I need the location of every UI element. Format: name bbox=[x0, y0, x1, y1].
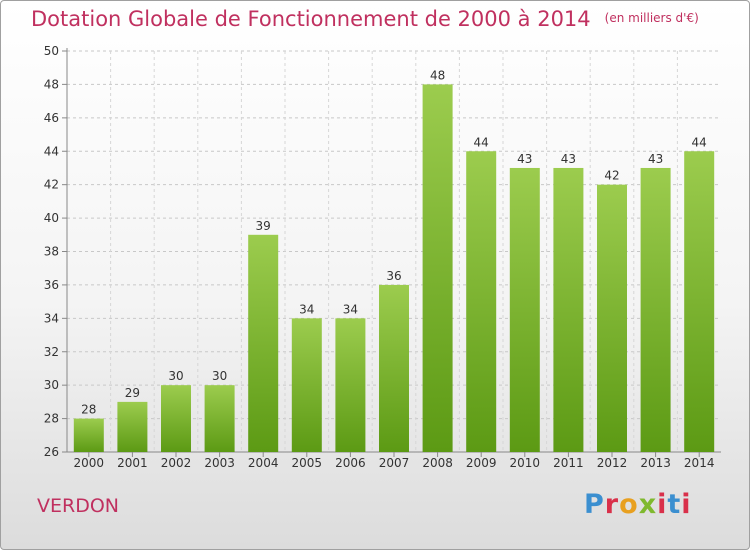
bar-value-label: 44 bbox=[692, 135, 707, 149]
x-tick-label: 2013 bbox=[640, 456, 671, 470]
bar-value-label: 34 bbox=[343, 302, 358, 316]
bars bbox=[73, 84, 715, 453]
x-tick-label: 2014 bbox=[684, 456, 715, 470]
bar-value-label: 34 bbox=[299, 302, 314, 316]
y-tick-label: 30 bbox=[44, 378, 59, 392]
bar-value-label: 43 bbox=[648, 152, 663, 166]
bar bbox=[640, 167, 671, 453]
bar bbox=[73, 418, 104, 452]
bar-value-label: 44 bbox=[474, 135, 489, 149]
bar bbox=[248, 234, 279, 452]
bar-value-label: 42 bbox=[604, 169, 619, 183]
y-tick-label: 32 bbox=[44, 345, 59, 359]
bar-value-label: 28 bbox=[81, 403, 96, 417]
chart-unit: (en milliers d'€) bbox=[604, 11, 699, 25]
y-tick-label: 44 bbox=[44, 144, 59, 158]
chart-title: Dotation Globale de Fonctionnement de 20… bbox=[31, 7, 699, 31]
bar-value-label: 30 bbox=[212, 369, 227, 383]
bar-value-label: 48 bbox=[430, 68, 445, 82]
bar bbox=[117, 401, 148, 452]
bar-value-label: 29 bbox=[125, 386, 140, 400]
bar-value-label: 43 bbox=[561, 152, 576, 166]
x-tick-label: 2012 bbox=[597, 456, 628, 470]
labels: 28 2000 29 2001 30 2002 30 2003 39 2004 34 2005 34 20… bbox=[74, 68, 715, 470]
bar bbox=[204, 385, 235, 452]
y-tick-label: 46 bbox=[44, 111, 59, 125]
x-tick-label: 2008 bbox=[422, 456, 453, 470]
bar bbox=[291, 318, 322, 452]
bar-value-label: 43 bbox=[517, 152, 532, 166]
y-tick-label: 28 bbox=[44, 412, 59, 426]
bar bbox=[422, 84, 453, 453]
bar bbox=[684, 151, 715, 452]
bar-value-label: 36 bbox=[386, 269, 401, 283]
y-tick-label: 48 bbox=[44, 77, 59, 91]
y-tick-label: 34 bbox=[44, 311, 59, 325]
x-tick-label: 2003 bbox=[204, 456, 235, 470]
x-tick-label: 2000 bbox=[74, 456, 105, 470]
x-tick-label: 2004 bbox=[248, 456, 279, 470]
x-tick-label: 2009 bbox=[466, 456, 497, 470]
bar bbox=[466, 151, 497, 452]
y-tick-label: 50 bbox=[44, 44, 59, 58]
commune-name: VERDON bbox=[37, 495, 120, 517]
x-tick-label: 2002 bbox=[161, 456, 192, 470]
x-tick-label: 2001 bbox=[117, 456, 148, 470]
x-tick-label: 2007 bbox=[379, 456, 410, 470]
y-tick-label: 40 bbox=[44, 211, 59, 225]
x-tick-label: 2006 bbox=[335, 456, 366, 470]
chart-title-text: Dotation Globale de Fonctionnement de 20… bbox=[31, 7, 591, 31]
bar bbox=[597, 184, 627, 452]
bar bbox=[161, 385, 191, 452]
y-tick-label: 36 bbox=[44, 278, 59, 292]
bar-value-label: 39 bbox=[256, 219, 271, 233]
x-tick-label: 2011 bbox=[553, 456, 584, 470]
bar bbox=[553, 167, 584, 453]
bar-value-label: 30 bbox=[168, 369, 183, 383]
y-tick-label: 38 bbox=[44, 245, 59, 259]
y-tick-label: 42 bbox=[44, 178, 59, 192]
bar bbox=[509, 167, 540, 453]
proxiti-logo: Proxiti bbox=[584, 489, 692, 520]
y-tick-label: 26 bbox=[44, 445, 59, 459]
bar bbox=[379, 284, 409, 452]
x-tick-label: 2005 bbox=[292, 456, 323, 470]
bar bbox=[335, 318, 366, 452]
x-tick-label: 2010 bbox=[510, 456, 541, 470]
